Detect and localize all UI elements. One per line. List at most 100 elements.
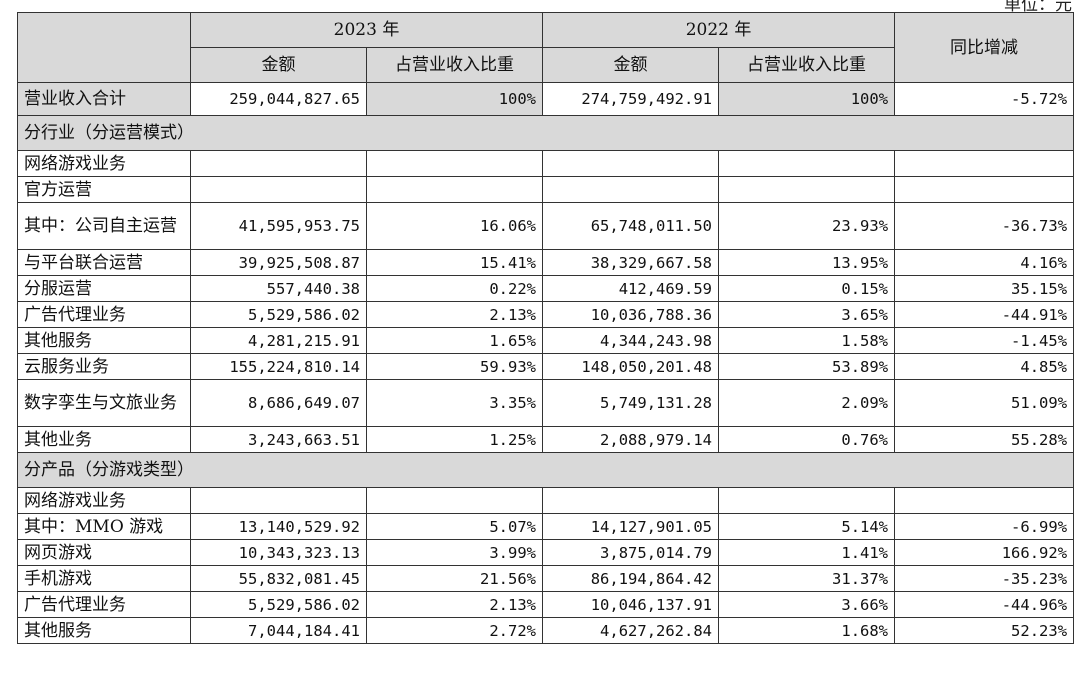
row-label: 其他业务 — [17, 426, 191, 453]
share-2023-cell: 59.93% — [365, 353, 544, 380]
share-2023-cell: 3.35% — [365, 379, 544, 427]
table-row: 其中：公司自主运营 41,595,953.75 16.06% 65,748,011.5… — [17, 202, 1075, 250]
row-label: 云服务业务 — [17, 353, 191, 380]
share-2023-cell: 16.06% — [365, 202, 544, 250]
yoy-change-cell: -36.73% — [894, 202, 1075, 250]
amount-2022-cell: 5,749,131.28 — [542, 379, 720, 427]
table-row: 手机游戏 55,832,081.45 21.56% 86,194,864.42 31.3… — [17, 565, 1075, 592]
share-2023-cell — [365, 176, 544, 203]
table-row: 分服运营 557,440.38 0.22% 412,469.59 0.15% 35.15% — [17, 275, 1075, 302]
yoy-change-cell: -44.96% — [894, 591, 1075, 618]
share-2022-cell: 0.76% — [718, 426, 896, 453]
share-2023-cell — [365, 487, 544, 514]
table-row: 数字孪生与文旅业务 8,686,649.07 3.35% 5,749,131.28 2.… — [17, 379, 1075, 427]
amount-2022-cell: 4,627,262.84 — [542, 617, 720, 644]
share-2023-cell: 0.22% — [365, 275, 544, 302]
table-row: 网络游戏业务 — [17, 487, 1075, 514]
table-row: 官方运营 — [17, 176, 1075, 203]
section-row: 分行业（分运营模式） — [16, 115, 1075, 151]
table-row: 广告代理业务 5,529,586.02 2.13% 10,036,788.36 3.65… — [17, 301, 1075, 328]
header-year-2023: 2023 年 — [189, 12, 544, 48]
amount-2022-cell: 274,759,492.91 — [542, 82, 720, 116]
unit-label: 单位：元 — [1004, 0, 1072, 15]
row-label: 广告代理业务 — [17, 301, 191, 328]
yoy-change-cell: 52.23% — [894, 617, 1075, 644]
amount-2023-cell: 5,529,586.02 — [190, 301, 367, 328]
share-2023-cell: 3.99% — [365, 539, 544, 566]
row-label: 数字孪生与文旅业务 — [17, 379, 191, 427]
row-label: 其他服务 — [17, 327, 191, 354]
header-year-2022: 2022 年 — [542, 12, 896, 48]
share-2023-cell: 5.07% — [365, 513, 544, 540]
amount-2023-cell: 7,044,184.41 — [190, 617, 367, 644]
amount-2022-cell: 10,046,137.91 — [542, 591, 720, 618]
yoy-change-cell: 51.09% — [894, 379, 1075, 427]
table-row: 广告代理业务 5,529,586.02 2.13% 10,046,137.91 3.66… — [17, 591, 1075, 618]
row-label: 官方运营 — [17, 176, 191, 203]
share-2022-cell: 1.41% — [718, 539, 896, 566]
table-body: 营业收入合计 259,044,827.65 100% 274,759,492.91 10… — [16, 82, 1075, 644]
table-row: 其他服务 7,044,184.41 2.72% 4,627,262.84 1.68% 52… — [17, 617, 1075, 644]
share-2022-cell: 3.66% — [718, 591, 896, 618]
amount-2022-cell — [542, 176, 720, 203]
amount-2023-cell: 3,243,663.51 — [190, 426, 367, 453]
yoy-change-cell: -35.23% — [894, 565, 1075, 592]
amount-2023-cell: 155,224,810.14 — [190, 353, 367, 380]
row-label: 其他服务 — [17, 617, 191, 644]
row-label: 与平台联合运营 — [17, 249, 191, 276]
table-row: 其中：MMO 游戏 13,140,529.92 5.07% 14,127,901.05… — [17, 513, 1075, 540]
amount-2022-cell — [542, 487, 720, 514]
row-label: 其中：MMO 游戏 — [17, 513, 191, 540]
row-label: 网络游戏业务 — [17, 150, 191, 177]
yoy-change-cell: 4.16% — [894, 249, 1075, 276]
row-label: 网页游戏 — [17, 539, 191, 566]
amount-2023-cell: 259,044,827.65 — [190, 82, 367, 116]
amount-2022-cell — [542, 150, 720, 177]
amount-2023-cell: 557,440.38 — [190, 275, 367, 302]
header-share-2023: 占营业收入比重 — [365, 47, 544, 83]
amount-2023-cell: 5,529,586.02 — [190, 591, 367, 618]
share-2023-cell: 2.13% — [365, 301, 544, 328]
amount-2022-cell: 4,344,243.98 — [542, 327, 720, 354]
amount-2022-cell: 14,127,901.05 — [542, 513, 720, 540]
row-label: 手机游戏 — [17, 565, 191, 592]
share-2022-cell: 2.09% — [718, 379, 896, 427]
share-2022-cell — [718, 487, 896, 514]
yoy-change-cell: 166.92% — [894, 539, 1075, 566]
yoy-change-cell: -1.45% — [894, 327, 1075, 354]
table-row: 云服务业务 155,224,810.14 59.93% 148,050,201.48 5… — [17, 353, 1075, 380]
amount-2023-cell: 39,925,508.87 — [190, 249, 367, 276]
amount-2022-cell: 10,036,788.36 — [542, 301, 720, 328]
amount-2022-cell: 86,194,864.42 — [542, 565, 720, 592]
share-2023-cell: 15.41% — [365, 249, 544, 276]
yoy-change-cell: -44.91% — [894, 301, 1075, 328]
header-share-2022: 占营业收入比重 — [718, 47, 896, 83]
share-2023-cell: 21.56% — [365, 565, 544, 592]
amount-2023-cell: 13,140,529.92 — [190, 513, 367, 540]
revenue-table: 2023 年 2022 年 同比增减 金额 占营业收入比重 金额 占营业收入比重… — [16, 12, 1075, 644]
share-2022-cell: 5.14% — [718, 513, 896, 540]
share-2023-cell: 100% — [365, 82, 544, 116]
amount-2023-cell: 10,343,323.13 — [190, 539, 367, 566]
yoy-change-cell — [894, 487, 1075, 514]
yoy-change-cell: 55.28% — [894, 426, 1075, 453]
amount-2022-cell: 148,050,201.48 — [542, 353, 720, 380]
yoy-change-cell: -5.72% — [894, 82, 1075, 116]
total-row: 营业收入合计 259,044,827.65 100% 274,759,492.91 10… — [17, 82, 1075, 116]
share-2022-cell: 13.95% — [718, 249, 896, 276]
amount-2023-cell: 41,595,953.75 — [190, 202, 367, 250]
share-2023-cell: 1.65% — [365, 327, 544, 354]
table-row: 网络游戏业务 — [17, 150, 1075, 177]
share-2022-cell: 23.93% — [718, 202, 896, 250]
header-amount-2023: 金额 — [190, 47, 367, 83]
amount-2022-cell: 412,469.59 — [542, 275, 720, 302]
share-2022-cell: 31.37% — [718, 565, 896, 592]
amount-2023-cell: 4,281,215.91 — [190, 327, 367, 354]
share-2022-cell: 53.89% — [718, 353, 896, 380]
yoy-change-cell: -6.99% — [894, 513, 1075, 540]
yoy-change-cell — [894, 176, 1075, 203]
share-2022-cell: 100% — [718, 82, 896, 116]
share-2022-cell: 0.15% — [718, 275, 896, 302]
table-row: 其他业务 3,243,663.51 1.25% 2,088,979.14 0.76% 55… — [17, 426, 1075, 453]
table-row: 网页游戏 10,343,323.13 3.99% 3,875,014.79 1.41% 1… — [17, 539, 1075, 566]
